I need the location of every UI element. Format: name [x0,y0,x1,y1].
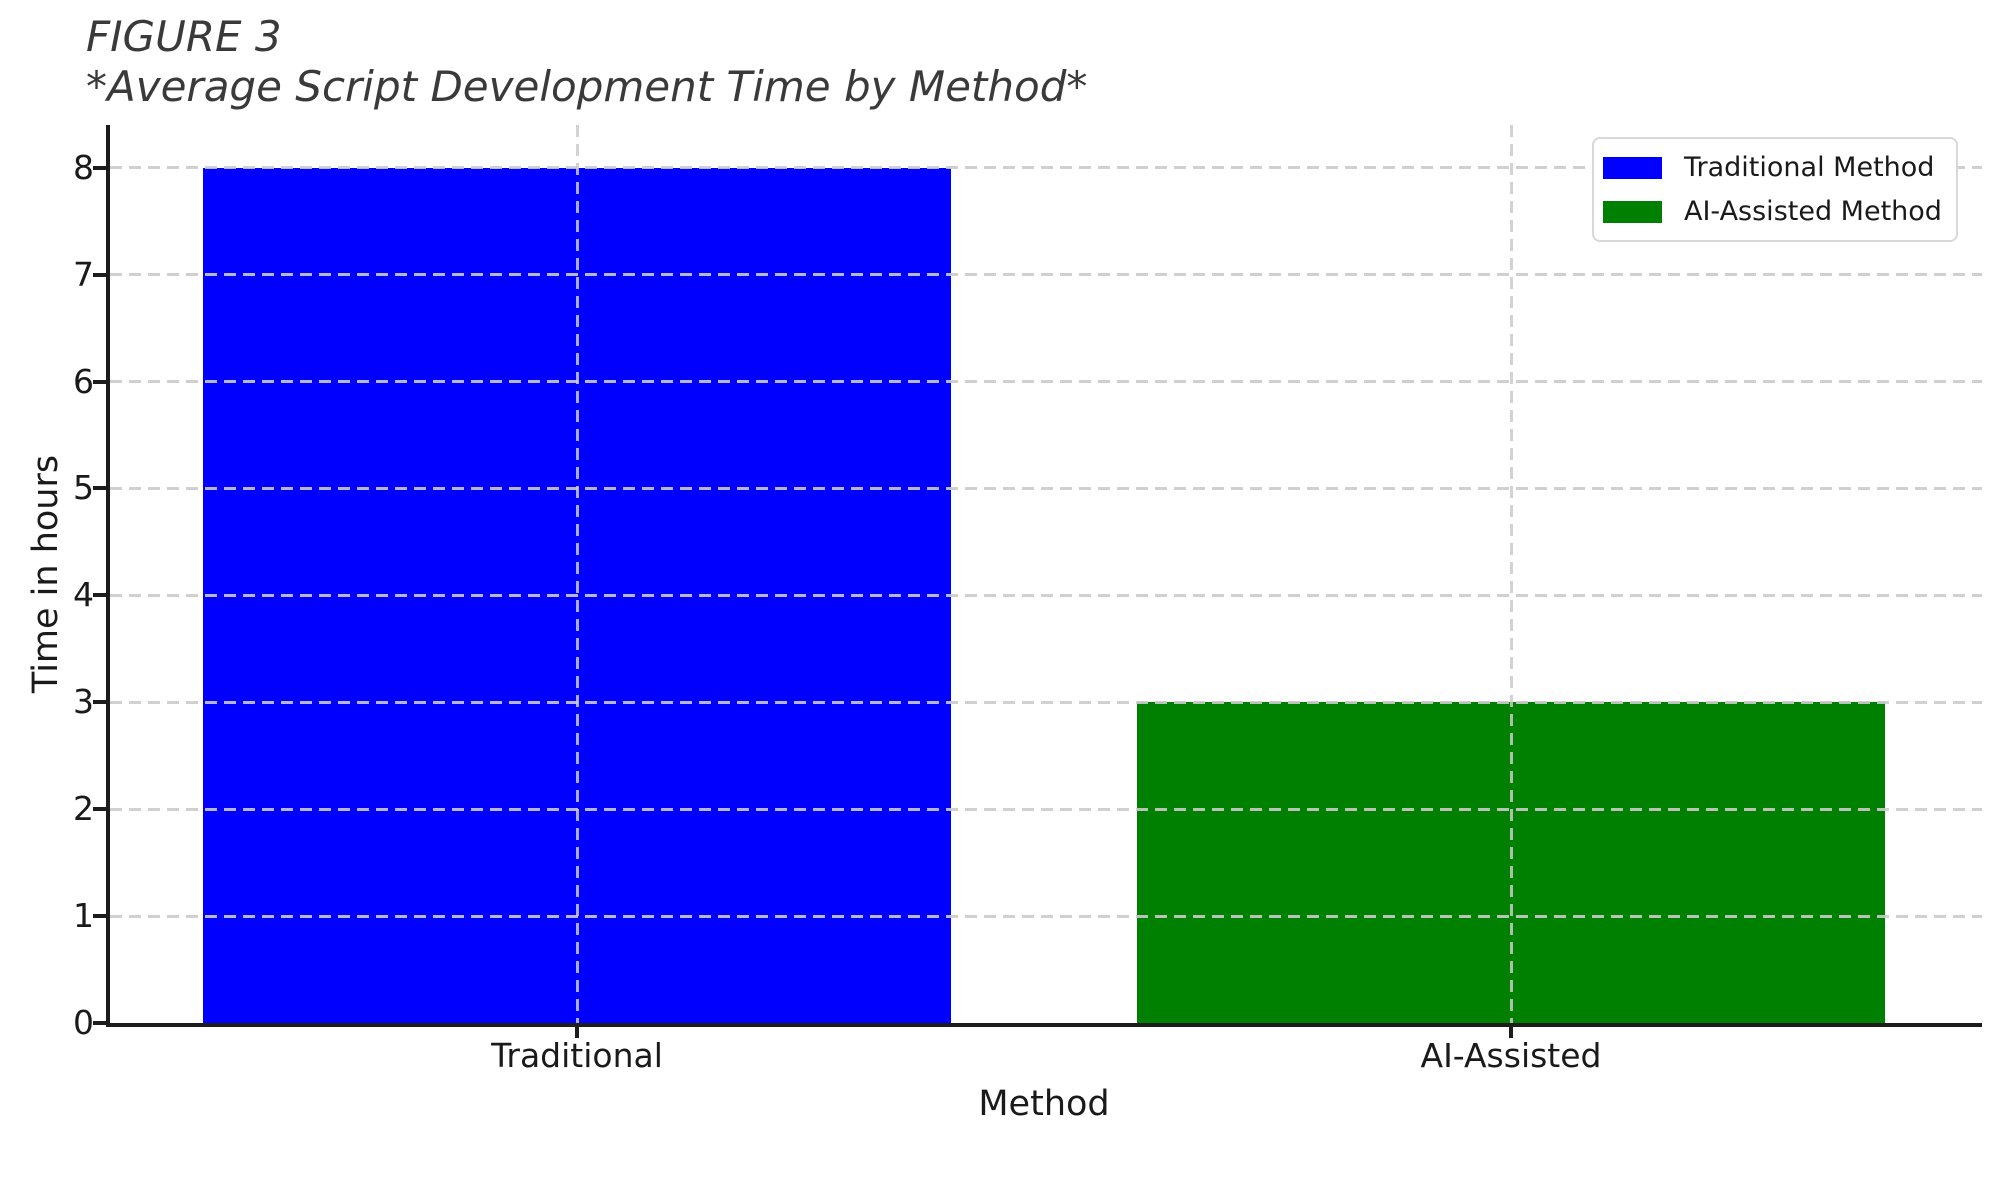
h-gridline-8 [110,166,1982,170]
y-tick-label-7: 7 [73,254,94,294]
y-tick-mark-3 [93,700,106,705]
y-tick-mark-0 [93,1021,106,1025]
h-gridline-6 [110,380,1982,384]
x-tick-mark-traditional [575,1027,579,1038]
h-gridline-1 [110,914,1982,918]
y-tick-mark-8 [93,165,106,170]
y-tick-mark-2 [93,807,106,812]
x-tick-label-traditional: Traditional [491,1036,663,1075]
y-tick-label-6: 6 [73,361,94,401]
y-tick-label-8: 8 [73,147,94,187]
x-tick-label-ai-assisted: AI-Assisted [1420,1036,1602,1075]
y-tick-mark-1 [93,914,106,919]
legend-item-1: AI-Assisted Method [1603,196,1942,227]
y-tick-label-2: 2 [73,789,94,829]
y-tick-mark-6 [93,379,106,384]
legend-label-0: Traditional Method [1684,152,1935,183]
legend-swatch-0 [1603,156,1662,179]
y-tick-mark-5 [93,486,106,491]
legend: Traditional Method AI-Assisted Method [1592,137,1958,242]
chart-title: *Average Script Development Time by Meth… [86,62,1088,111]
legend-item-0: Traditional Method [1603,152,1940,183]
y-tick-label-3: 3 [73,682,94,722]
h-gridline-4 [110,593,1982,597]
y-tick-label-0: 0 [73,1003,94,1042]
chart-title-block: FIGURE 3 *Average Script Development Tim… [86,12,1087,112]
y-tick-mark-4 [93,593,106,598]
h-gridline-5 [110,486,1982,490]
x-axis-label: Method [978,1084,1110,1124]
y-tick-label-5: 5 [73,468,94,508]
y-tick-mark-7 [93,272,106,277]
h-gridline-7 [110,273,1982,277]
legend-label-1: AI-Assisted Method [1684,196,1942,227]
v-gridline-ai-assisted [1509,125,1513,1023]
plot-area [106,125,1982,1027]
h-gridline-2 [110,807,1982,811]
legend-swatch-1 [1603,200,1662,223]
y-tick-label-4: 4 [73,575,94,615]
y-tick-label-1: 1 [73,896,94,936]
x-tick-mark-ai-assisted [1509,1027,1513,1038]
figure-number: FIGURE 3 [86,12,282,61]
h-gridline-3 [110,700,1982,704]
v-gridline-traditional [575,125,579,1023]
